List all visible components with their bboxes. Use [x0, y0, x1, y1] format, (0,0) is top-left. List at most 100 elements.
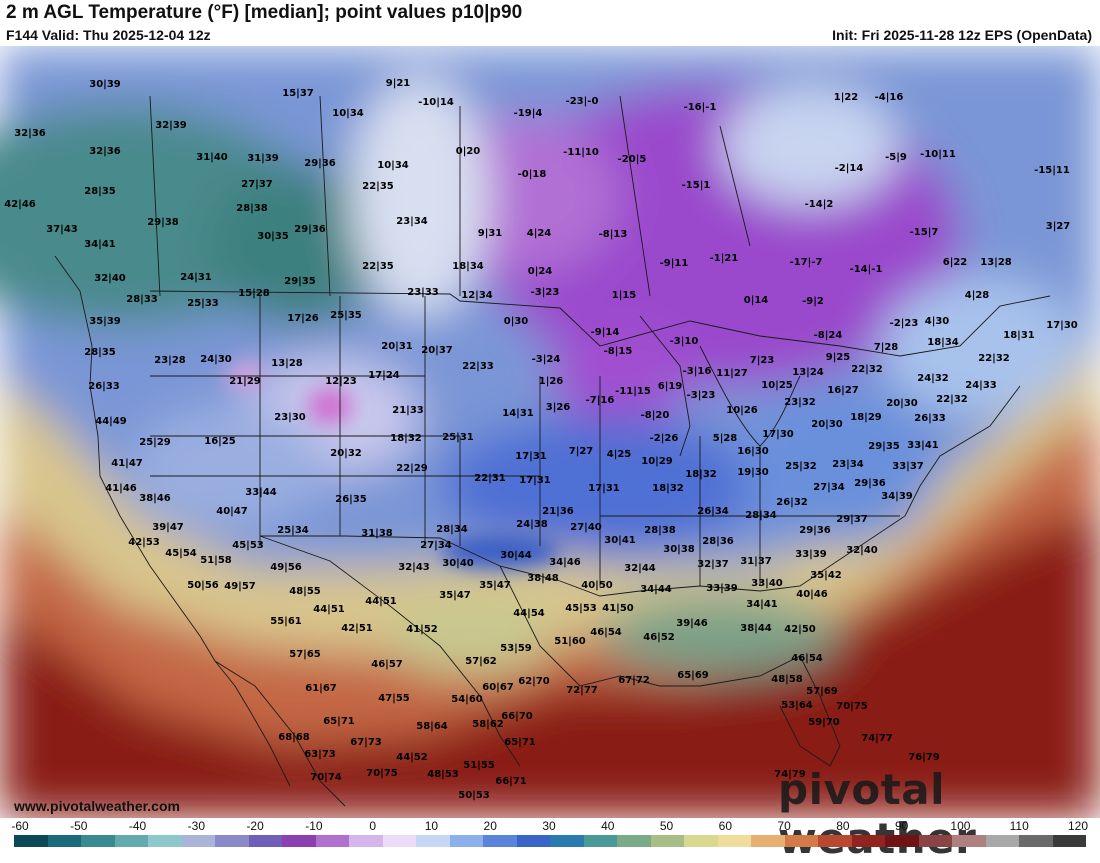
point-value: 21|33 — [392, 405, 424, 416]
point-value: 44|52 — [396, 752, 428, 763]
point-value: 44|49 — [95, 416, 127, 427]
colorbar-tick-label: -30 — [187, 819, 205, 833]
colorbar-swatch — [315, 835, 349, 847]
valid-time: F144 Valid: Thu 2025-12-04 12z — [6, 27, 211, 43]
temperature-field — [0, 46, 1100, 818]
point-value: 41|46 — [105, 483, 137, 494]
point-value: -19|4 — [514, 108, 543, 119]
point-value: 53|64 — [781, 700, 813, 711]
colorbar-tick-label: 50 — [659, 819, 674, 833]
point-value: 31|37 — [740, 556, 772, 567]
colorbar-labels: -60 -50 -40 -30 -20 -10 0 10 20 30 40 50 60 70 80 90 100… — [0, 818, 1100, 834]
point-value: 46|52 — [643, 632, 675, 643]
point-value: 32|40 — [94, 273, 126, 284]
point-value: 44|51 — [365, 596, 397, 607]
colorbar-tick-label: 0 — [369, 819, 376, 833]
point-value: 62|70 — [518, 676, 550, 687]
point-value: 20|31 — [381, 341, 413, 352]
point-value: -2|26 — [650, 433, 679, 444]
point-value: 70|74 — [310, 772, 342, 783]
colorbar-tick-label: 10 — [424, 819, 439, 833]
point-value: 74|79 — [774, 769, 806, 780]
point-value: -16|-1 — [684, 102, 717, 113]
point-value: 50|56 — [187, 580, 219, 591]
point-value: 29|36 — [294, 224, 326, 235]
point-value: 47|55 — [378, 693, 410, 704]
point-value: 20|30 — [811, 419, 843, 430]
point-value: 32|44 — [624, 563, 656, 574]
point-value: 22|32 — [936, 394, 968, 405]
watermark-url[interactable]: www.pivotalweather.com — [14, 798, 180, 814]
point-value: 13|24 — [792, 367, 824, 378]
point-value: 20|37 — [421, 345, 453, 356]
point-value: 49|57 — [224, 581, 256, 592]
colorbar-swatch — [650, 835, 684, 847]
point-value: 38|46 — [139, 493, 171, 504]
point-value: -3|23 — [687, 390, 716, 401]
point-value: 10|26 — [726, 405, 758, 416]
colorbar-swatch — [148, 835, 182, 847]
init-time: Init: Fri 2025-11-28 12z EPS (OpenData) — [832, 27, 1092, 43]
point-value: 17|30 — [1046, 320, 1078, 331]
point-value: -8|20 — [641, 410, 670, 421]
point-value: 45|53 — [232, 540, 264, 551]
colorbar-swatch — [47, 835, 81, 847]
colorbar-swatch — [985, 835, 1019, 847]
point-value: 74|77 — [861, 733, 893, 744]
point-value: 9|31 — [478, 228, 503, 239]
point-value: 7|28 — [874, 342, 899, 353]
point-value: 48|55 — [289, 586, 321, 597]
point-value: 21|29 — [229, 376, 261, 387]
point-value: 44|51 — [313, 604, 345, 615]
point-value: 24|33 — [965, 380, 997, 391]
point-value: 9|25 — [826, 352, 851, 363]
colorbar-tick-label: 20 — [483, 819, 497, 833]
point-value: -1|21 — [710, 253, 739, 264]
point-value: 6|19 — [658, 381, 683, 392]
colorbar-swatch — [516, 835, 550, 847]
colorbar-swatch — [248, 835, 282, 847]
point-value: 34|44 — [640, 584, 672, 595]
point-value: -2|14 — [835, 163, 864, 174]
point-value: 18|32 — [652, 483, 684, 494]
point-value: 33|39 — [706, 583, 738, 594]
point-value: 24|31 — [180, 272, 212, 283]
temperature-map[interactable]: 30|39 32|36 32|36 28|35 42|46 37|43 34|41 32|40… — [0, 46, 1100, 818]
point-value: 13|28 — [980, 257, 1012, 268]
colorbar-swatch — [1019, 835, 1053, 847]
point-value: 48|58 — [771, 674, 803, 685]
point-value: 29|38 — [147, 217, 179, 228]
point-value: 1|26 — [539, 376, 564, 387]
point-value: 29|36 — [854, 478, 886, 489]
colorbar-tick-label: 90 — [894, 819, 909, 833]
pivotal-weather-logo: pivotal weather — [778, 765, 976, 863]
point-value: 24|38 — [516, 519, 548, 530]
point-value: 5|28 — [713, 433, 738, 444]
point-value: 40|47 — [216, 506, 248, 517]
colorbar-swatch — [382, 835, 416, 847]
point-value: 65|69 — [677, 670, 709, 681]
point-value: 23|28 — [154, 355, 186, 366]
point-value: 17|31 — [588, 483, 620, 494]
point-value: 42|50 — [784, 624, 816, 635]
point-value: 34|46 — [549, 557, 581, 568]
point-value: 25|35 — [330, 310, 362, 321]
colorbar-tick-label: 120 — [1067, 819, 1089, 833]
point-value: 23|34 — [396, 216, 428, 227]
point-value: -8|24 — [814, 330, 843, 341]
point-value: 29|35 — [868, 441, 900, 452]
point-value: 0|20 — [456, 146, 481, 157]
point-value: -9|14 — [591, 327, 620, 338]
point-value: 33|40 — [751, 578, 783, 589]
point-value: 22|33 — [462, 361, 494, 372]
point-value: 41|52 — [406, 624, 438, 635]
colorbar-tick-label: 40 — [601, 819, 615, 833]
point-value: 14|31 — [502, 408, 534, 419]
point-value: 32|43 — [398, 562, 430, 573]
point-value: 42|53 — [128, 537, 160, 548]
point-value: 30|44 — [500, 550, 532, 561]
point-value: 10|25 — [761, 380, 793, 391]
colorbar-swatch — [885, 835, 919, 847]
point-value: 19|30 — [737, 467, 769, 478]
point-value: 4|25 — [607, 449, 632, 460]
